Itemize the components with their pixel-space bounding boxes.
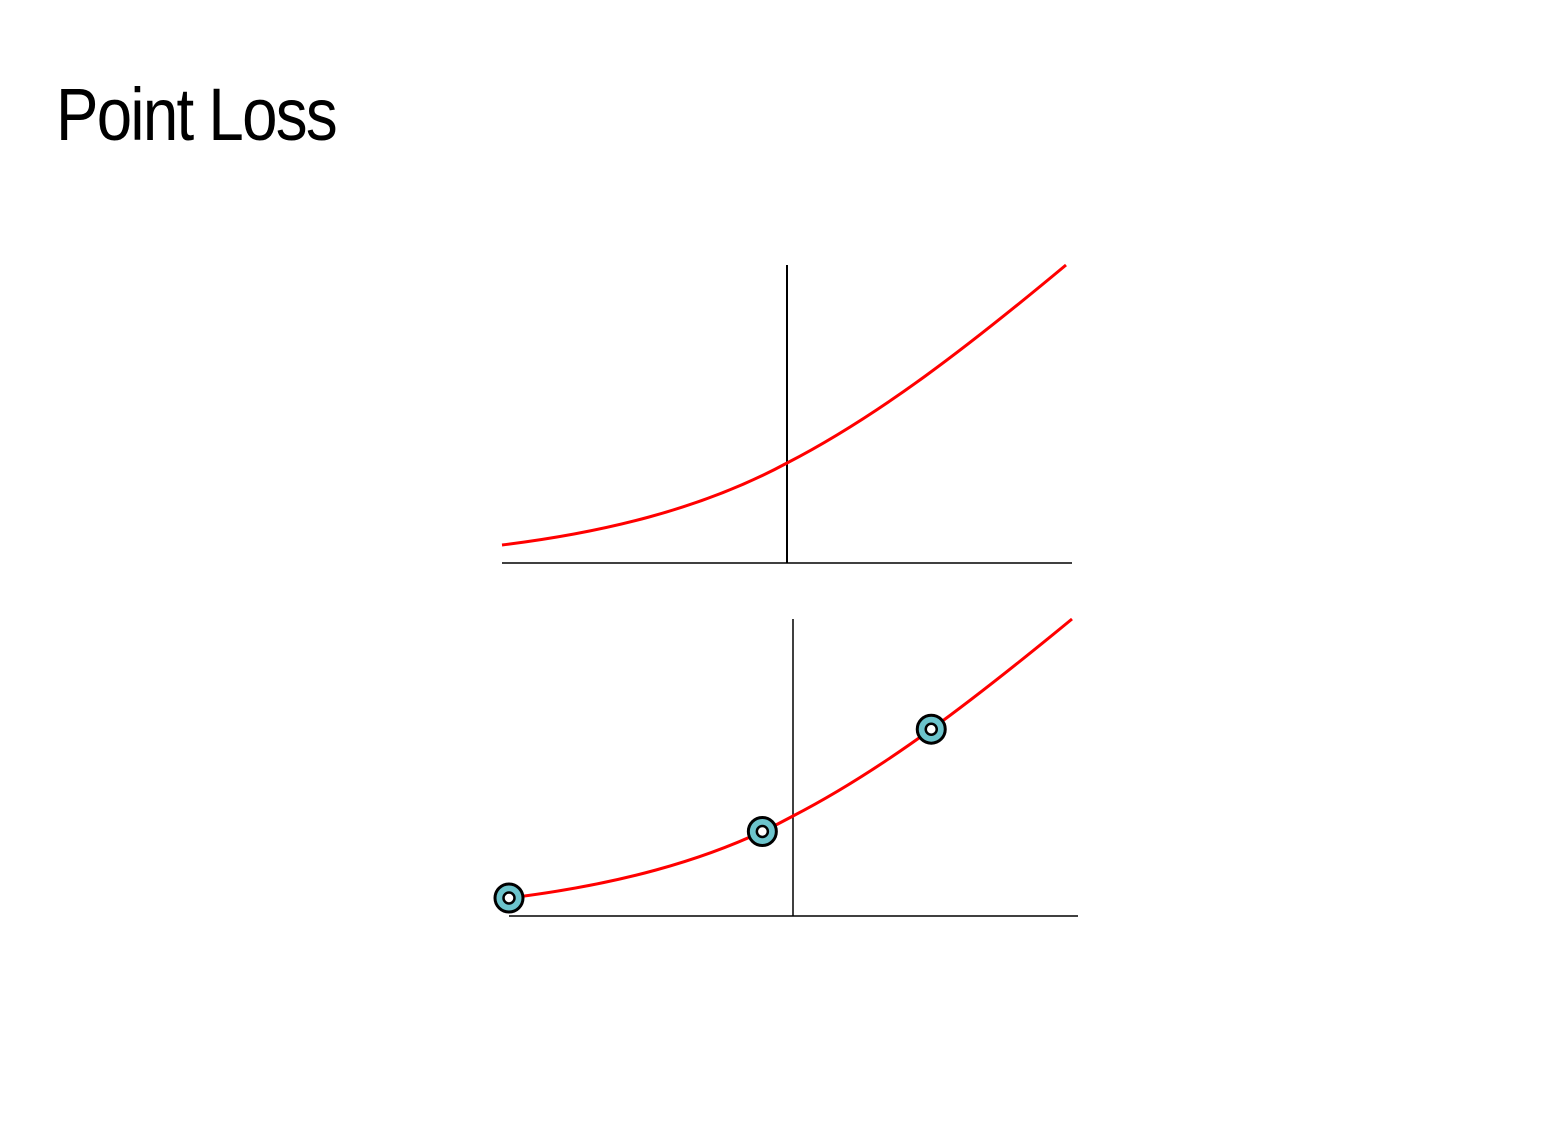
top-plot xyxy=(501,263,1072,564)
sample-point-marker xyxy=(915,713,947,745)
sample-point-marker xyxy=(746,815,778,847)
marker-center xyxy=(755,824,770,839)
marker-center xyxy=(502,891,516,905)
sample-point-markers xyxy=(493,713,947,914)
slide-title: Point Loss xyxy=(56,73,338,156)
marker-center xyxy=(924,722,938,736)
bottom-plot xyxy=(493,617,1078,917)
top-loss-curve xyxy=(501,263,1067,547)
sample-point-marker xyxy=(493,882,525,914)
bottom-loss-curve xyxy=(508,617,1073,900)
